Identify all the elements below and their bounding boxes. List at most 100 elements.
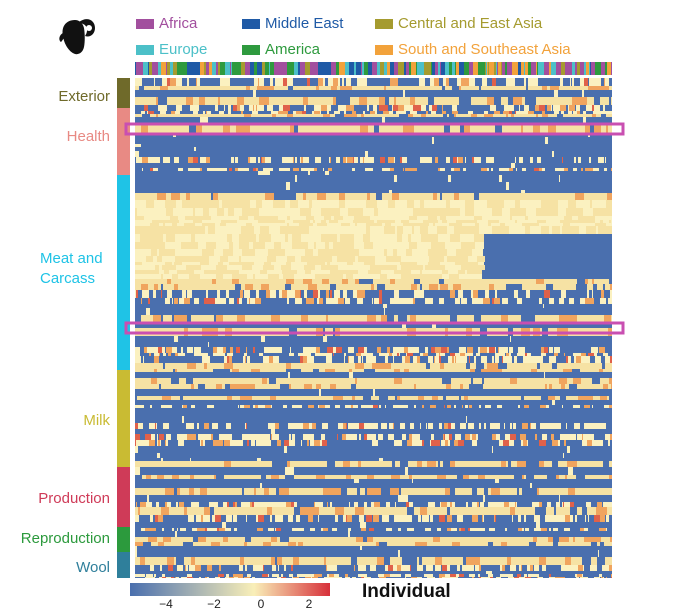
heatmap-cell: [411, 78, 417, 86]
heatmap-cell: [288, 356, 291, 363]
heatmap-cell: [602, 200, 606, 208]
heatmap-cell: [403, 323, 406, 328]
heatmap-cell: [280, 353, 285, 356]
heatmap-cell: [233, 363, 241, 369]
heatmap-cell: [294, 279, 303, 284]
heatmap-cell: [397, 353, 399, 356]
heatmap-cell: [328, 475, 333, 479]
heatmap-cell: [382, 105, 388, 111]
heatmap-cell: [267, 270, 273, 274]
heatmap-cell: [290, 423, 296, 429]
heatmap-cell: [386, 405, 387, 408]
heatmap-cell: [193, 226, 196, 234]
heatmap-cell: [582, 347, 588, 353]
heatmap-cell: [432, 249, 437, 256]
heatmap-cell: [528, 315, 535, 323]
heatmap-cell: [314, 242, 316, 249]
heatmap-cell: [354, 347, 355, 353]
heatmap-cell: [317, 270, 323, 274]
heatmap-cell: [508, 114, 511, 117]
heatmap-cell: [402, 242, 409, 249]
heatmap-cell: [604, 216, 606, 220]
heatmap-cell: [249, 242, 253, 249]
heatmap-cell: [298, 97, 303, 105]
heatmap-cell: [286, 182, 288, 190]
heatmap-cell: [398, 434, 402, 440]
heatmap-cell: [344, 507, 347, 515]
heatmap-cell: [194, 423, 197, 429]
heatmap-cell: [587, 440, 592, 446]
heatmap-cell: [511, 336, 523, 342]
heatmap-cell: [191, 315, 200, 323]
heatmap-cell: [272, 461, 278, 467]
heatmap-cell: [515, 200, 520, 208]
heatmap-cell: [144, 515, 150, 522]
heatmap-cell: [452, 208, 460, 216]
heatmap-cell: [470, 347, 473, 353]
heatmap-cell: [556, 220, 560, 223]
heatmap-cell: [329, 171, 352, 175]
heatmap-cell: [170, 461, 179, 467]
heatmap-cell: [549, 384, 552, 389]
heatmap-cell: [283, 423, 288, 429]
heatmap-cell: [467, 507, 475, 515]
heatmap-cell: [516, 389, 576, 396]
heatmap-cell: [575, 193, 584, 200]
heatmap-cell: [580, 347, 582, 353]
heatmap-cell: [496, 434, 500, 440]
heatmap-cell: [346, 446, 387, 453]
heatmap-cell: [135, 323, 182, 328]
heatmap-cell: [136, 440, 140, 446]
heatmap-cell: [561, 111, 562, 114]
heatmap-cell: [183, 396, 188, 400]
heatmap-cell: [200, 157, 206, 163]
heatmap-cell: [339, 356, 344, 363]
heatmap-cell: [135, 234, 140, 242]
heatmap-cell: [256, 461, 260, 467]
heatmap-cell: [455, 298, 460, 304]
heatmap-cell: [365, 111, 370, 114]
heatmap-cell: [314, 114, 323, 117]
heatmap-cell: [566, 105, 567, 111]
heatmap-cell: [399, 216, 409, 220]
heatmap-cell: [361, 114, 364, 117]
heatmap-cell: [366, 216, 370, 220]
heatmap-cell: [526, 290, 530, 298]
heatmap-cell: [135, 270, 145, 274]
heatmap-cell: [249, 440, 251, 446]
heatmap-cell: [379, 105, 382, 111]
heatmap-cell: [300, 157, 301, 163]
heatmap-cell: [284, 157, 287, 163]
heatmap-cell: [346, 226, 355, 234]
heatmap-cell: [454, 440, 458, 446]
heatmap-cell: [366, 416, 391, 423]
heatmap-cell: [438, 461, 440, 467]
heatmap-cell: [327, 440, 330, 446]
heatmap-cell: [445, 405, 447, 408]
heatmap-cell: [290, 168, 292, 171]
heatmap-cell: [207, 488, 214, 495]
heatmap-cell: [604, 290, 610, 298]
heatmap-cell: [321, 157, 323, 163]
heatmap-cell: [556, 157, 562, 163]
heatmap-cell: [232, 369, 239, 372]
heatmap-cell: [389, 423, 393, 429]
heatmap-cell: [546, 157, 552, 163]
heatmap-cell: [203, 440, 205, 446]
heatmap-cell: [182, 515, 188, 522]
heatmap-cell: [223, 440, 224, 446]
heatmap-cell: [327, 105, 331, 111]
heatmap-cell: [412, 369, 420, 372]
heatmap-cell: [374, 290, 375, 298]
heatmap-cell: [251, 440, 255, 446]
heatmap-cell: [294, 356, 298, 363]
heatmap-cell: [539, 220, 546, 223]
heatmap-cell: [585, 396, 593, 400]
heatmap-cell: [210, 105, 215, 111]
heatmap-cell: [235, 86, 243, 90]
heatmap-cell: [603, 144, 612, 147]
heatmap-cell: [367, 78, 368, 86]
heatmap-cell: [239, 274, 245, 279]
heatmap-cell: [392, 105, 393, 111]
heatmap-cell: [387, 157, 388, 163]
